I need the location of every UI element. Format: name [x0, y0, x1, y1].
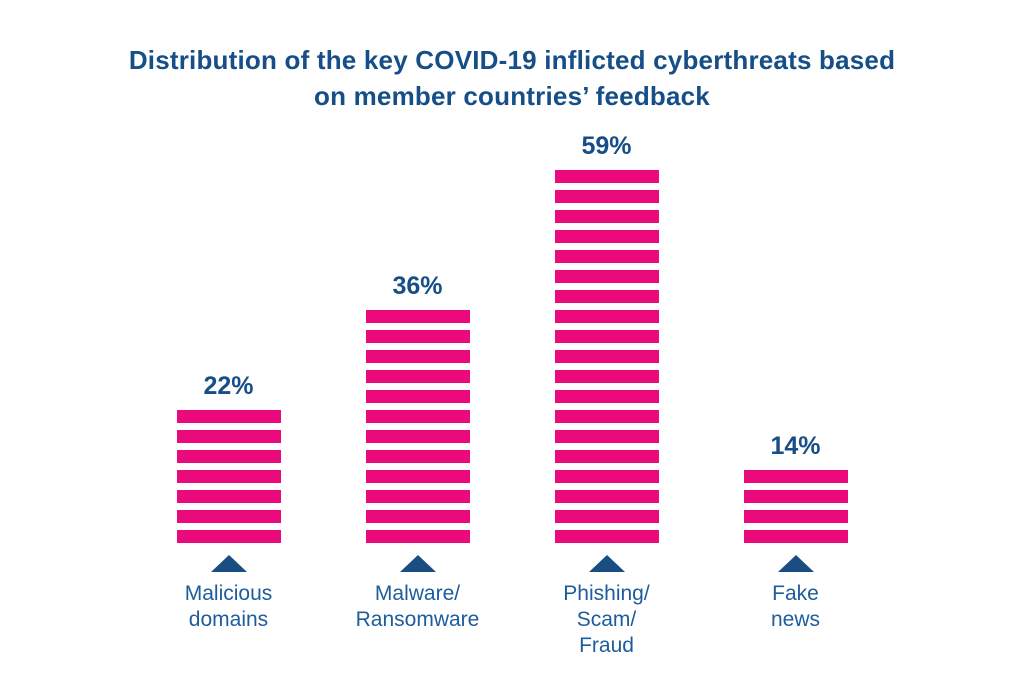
- bar-column-1: 22% Malicious domains: [149, 128, 309, 659]
- bar-stripe: [365, 510, 470, 523]
- bar-stripe: [176, 510, 281, 523]
- bar-stripe: [554, 430, 659, 443]
- bar-stripe: [554, 490, 659, 503]
- bar-stripe: [365, 310, 470, 323]
- category-label-line: Malware/: [374, 582, 461, 605]
- bar-stripe: [365, 490, 470, 503]
- bar-stripe: [554, 390, 659, 403]
- bar-stripe: [554, 190, 659, 203]
- bar-stripe: [554, 370, 659, 383]
- triangle-up-icon: [399, 555, 436, 572]
- striped-bar: [365, 310, 470, 543]
- category-label: Phishing/Scam/Fraud: [563, 581, 649, 659]
- bar-stripe: [554, 350, 659, 363]
- category-label: Malicious domains: [185, 581, 273, 633]
- chart-title: Distribution of the key COVID-19 inflict…: [0, 42, 1024, 114]
- category-label-line: Phishing/: [563, 582, 650, 605]
- bar-stripe: [365, 410, 470, 423]
- bar-column-3: 59% Phishing/Scam/Fraud: [527, 128, 687, 659]
- striped-bar: [554, 170, 659, 543]
- value-label: 14%: [770, 432, 821, 460]
- bar-stripe: [554, 310, 659, 323]
- category-label-line: Scam/: [576, 608, 637, 631]
- bar-stripe: [365, 370, 470, 383]
- bar-stripe: [554, 530, 659, 543]
- bar-stripe: [743, 510, 848, 523]
- bar-stripe: [365, 390, 470, 403]
- triangle-up-icon: [210, 555, 247, 572]
- category-label-line: domains: [188, 608, 269, 631]
- bar-stripe: [554, 290, 659, 303]
- bar-stripe: [176, 470, 281, 483]
- bar-column-2: 36% Malware/Ransomware: [338, 128, 498, 659]
- bar-stripe: [365, 450, 470, 463]
- category-label-line: Fraud: [579, 634, 634, 657]
- bar-stripe: [743, 490, 848, 503]
- bar-stripe: [554, 270, 659, 283]
- category-label-line: news: [770, 608, 821, 631]
- bar-stripe: [365, 530, 470, 543]
- bar-stripe: [554, 470, 659, 483]
- value-label: 22%: [203, 372, 254, 400]
- bar-stripe: [176, 430, 281, 443]
- bar-stripe: [176, 530, 281, 543]
- triangle-up-icon: [777, 555, 814, 572]
- bar-stripe: [554, 250, 659, 263]
- bar-stripe: [554, 210, 659, 223]
- bar-stripe: [365, 430, 470, 443]
- chart-title-line-1: Distribution of the key COVID-19 inflict…: [128, 45, 896, 75]
- value-label: 59%: [581, 132, 632, 160]
- bar-chart: 22% Malicious domains 36% Malware/Ransomware…: [0, 128, 1024, 659]
- bar-area: 22%: [176, 128, 281, 543]
- bar-area: 59%: [554, 128, 659, 543]
- bar-stripe: [365, 330, 470, 343]
- bar-stripe: [554, 170, 659, 183]
- value-label: 36%: [392, 272, 443, 300]
- triangle-up-icon: [588, 555, 625, 572]
- bar-stripe: [176, 410, 281, 423]
- bar-stripe: [554, 410, 659, 423]
- category-label-line: Malicious: [184, 582, 273, 605]
- bar-stripe: [176, 450, 281, 463]
- category-label-line: Ransomware: [355, 608, 480, 631]
- bar-area: 14%: [743, 128, 848, 543]
- striped-bar: [743, 470, 848, 543]
- bar-stripe: [554, 330, 659, 343]
- category-label: Fake news: [771, 581, 820, 633]
- bar-stripe: [554, 450, 659, 463]
- bar-stripe: [365, 470, 470, 483]
- category-label: Malware/Ransomware: [356, 581, 480, 633]
- bar-stripe: [554, 510, 659, 523]
- bar-stripe: [743, 470, 848, 483]
- bar-stripe: [365, 350, 470, 363]
- bar-column-4: 14% Fake news: [716, 128, 876, 659]
- chart-title-line-2: on member countries’ feedback: [314, 81, 710, 111]
- striped-bar: [176, 410, 281, 543]
- bar-stripe: [176, 490, 281, 503]
- bar-stripe: [554, 230, 659, 243]
- bar-area: 36%: [365, 128, 470, 543]
- category-label-line: Fake: [772, 582, 819, 605]
- bar-stripe: [743, 530, 848, 543]
